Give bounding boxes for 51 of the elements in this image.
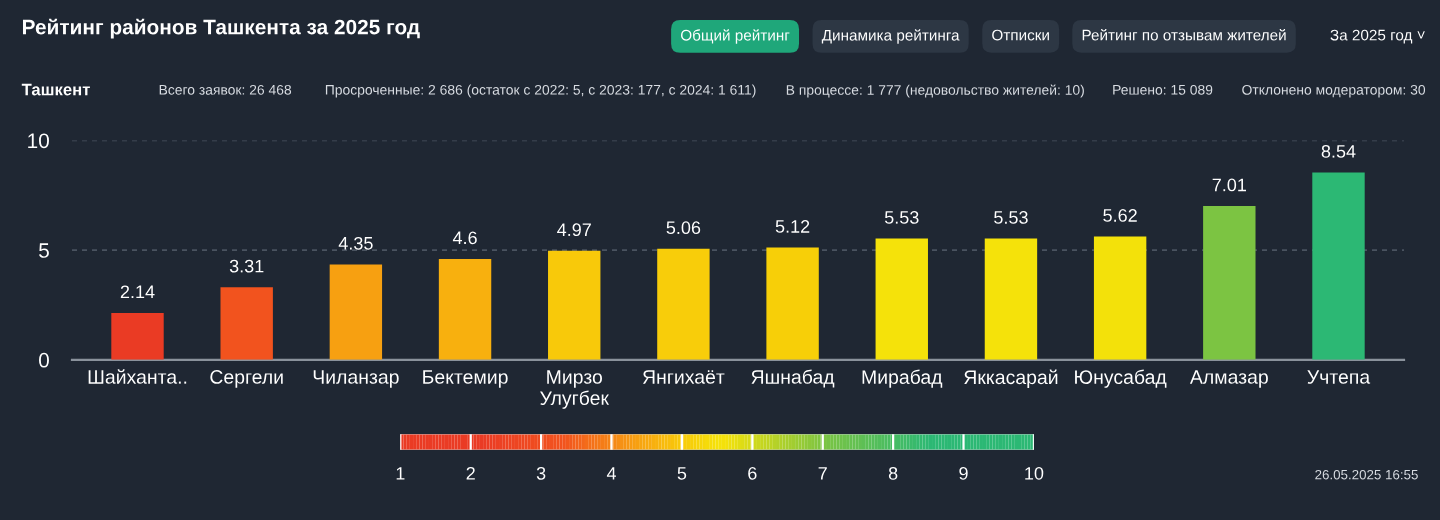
y-tick-label: 10 xyxy=(28,133,49,149)
x-tick-label: Юнусабад xyxy=(1075,369,1167,388)
x-tick-label: Алмазар xyxy=(1189,370,1268,388)
bar xyxy=(329,264,383,360)
bar xyxy=(1312,172,1365,360)
bar xyxy=(1093,236,1147,360)
bar xyxy=(548,250,601,360)
y-tick-label: 0 xyxy=(39,352,49,368)
x-tick-label: Чиланзар xyxy=(313,370,399,388)
data-label: 3.31 xyxy=(229,259,264,273)
x-tick-label: Учтепа xyxy=(1307,370,1371,384)
data-label: 5.53 xyxy=(884,211,919,224)
bar xyxy=(657,248,710,360)
data-label: 8.54 xyxy=(1321,144,1356,158)
bar xyxy=(111,312,164,360)
data-label: 4.35 xyxy=(338,236,373,250)
data-label: 5.06 xyxy=(666,221,701,235)
color-bar-label: 2 xyxy=(466,466,475,480)
x-tick-label: Бектемир xyxy=(423,370,508,388)
data-label: 4.97 xyxy=(557,223,591,237)
bar xyxy=(220,287,273,360)
color-bar-label: 10 xyxy=(1025,466,1044,480)
x-tick-label: Сергели xyxy=(210,370,283,388)
x-tick-label: Мирзо Улугбек xyxy=(540,370,610,409)
bar xyxy=(1203,206,1256,360)
x-tick-label: Шайханта.. xyxy=(88,369,187,384)
text: Ташкент xyxy=(21,83,90,96)
color-bar-label: 1 xyxy=(396,467,405,480)
color-bar-label: 3 xyxy=(536,466,546,480)
color-bar-label: 4 xyxy=(606,467,617,480)
bar xyxy=(875,238,928,360)
bar xyxy=(984,238,1038,360)
data-label: 5.62 xyxy=(1103,209,1137,222)
color-bar-label: 7 xyxy=(818,467,827,480)
color-bar-label: 5 xyxy=(677,467,687,480)
x-tick-label: Яккасарай xyxy=(964,369,1058,389)
x-tick-label: Яшнабад xyxy=(751,369,835,388)
chart-title: Рейтинг районов Ташкента за 2025 год xyxy=(22,18,420,39)
x-tick-label: Янгихаёт xyxy=(642,370,725,384)
color-bar-label: 8 xyxy=(888,466,898,480)
data-label: 2.14 xyxy=(120,285,155,299)
color-bar-label: 9 xyxy=(959,466,968,480)
data-label: 5.12 xyxy=(775,220,810,233)
bar xyxy=(438,258,492,360)
data-label: 5.53 xyxy=(994,211,1028,224)
bar xyxy=(766,247,819,360)
x-tick-label: Мирабад xyxy=(862,369,943,388)
y-tick-label: 5 xyxy=(39,243,49,258)
data-label: 7.01 xyxy=(1212,178,1246,192)
data-label: 4.6 xyxy=(452,231,477,245)
color-bar-label: 6 xyxy=(748,466,757,480)
